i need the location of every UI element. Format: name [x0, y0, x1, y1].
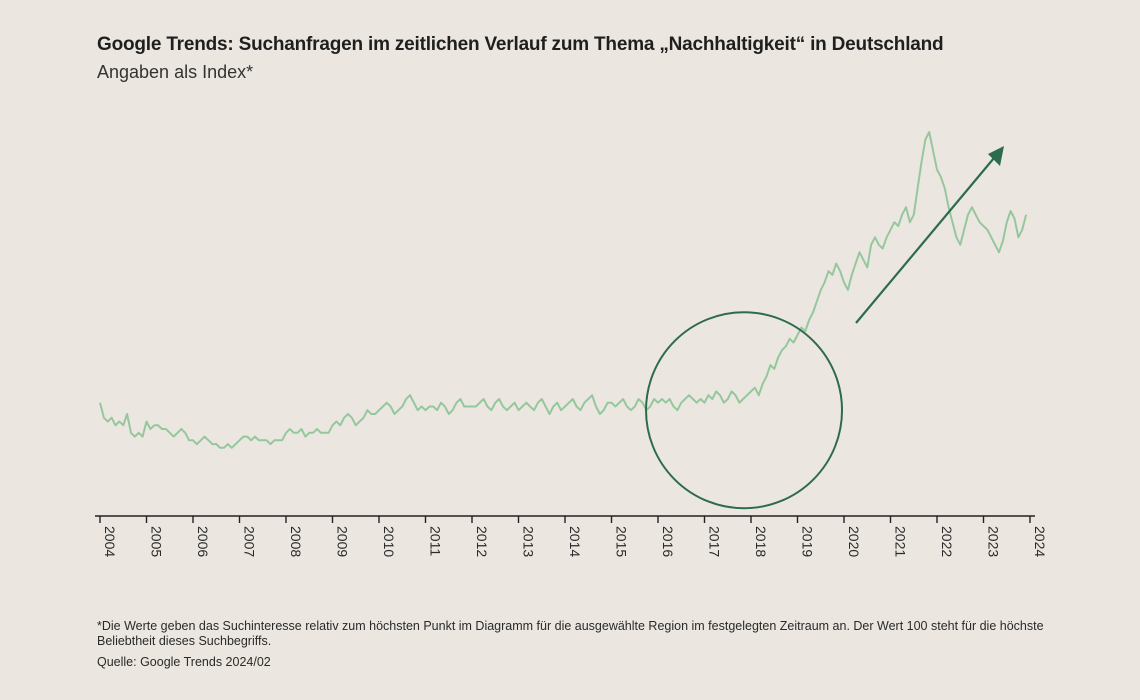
x-tick-label: 2010 [381, 526, 397, 557]
footnote: *Die Werte geben das Suchinteresse relat… [97, 619, 1044, 648]
x-tick-label: 2009 [335, 526, 351, 557]
x-tick-label: 2005 [149, 526, 165, 557]
x-tick-label: 2007 [242, 526, 258, 557]
series-layer [99, 131, 1028, 449]
x-tick-label: 2017 [707, 526, 723, 557]
x-tick-label: 2011 [428, 526, 444, 556]
x-tick-label: 2024 [1032, 526, 1048, 557]
x-tick-label: 2014 [567, 526, 583, 557]
x-tick-label: 2006 [195, 526, 211, 557]
x-tick-label: 2012 [474, 526, 490, 557]
x-tick-label: 2004 [102, 526, 118, 557]
chart-subtitle: Angaben als Index* [97, 62, 254, 82]
x-tick-label: 2023 [986, 526, 1002, 557]
chart-title: Google Trends: Suchanfragen im zeitliche… [97, 34, 944, 55]
x-tick-label: 2020 [846, 526, 862, 557]
x-tick-label: 2019 [800, 526, 816, 557]
annotation-layer [645, 146, 1004, 510]
series-line [99, 131, 1028, 449]
x-tick-label: 2015 [614, 526, 630, 557]
x-axis: 2004 2005 2006 2007 2008 2009 2010 2011 2012 2013… [95, 515, 1048, 557]
x-tick-label: 2022 [939, 526, 955, 557]
x-tick-label: 2018 [753, 526, 769, 557]
source-note: Quelle: Google Trends 2024/02 [97, 655, 271, 669]
annotation-circle [645, 311, 844, 510]
annotation-arrow-head [988, 146, 1004, 166]
annotation-arrow-line [855, 157, 995, 324]
x-tick-label: 2013 [521, 526, 537, 557]
x-tick-label: 2021 [893, 526, 909, 557]
x-tick-label: 2008 [288, 526, 304, 557]
x-tick-label: 2016 [660, 526, 676, 557]
